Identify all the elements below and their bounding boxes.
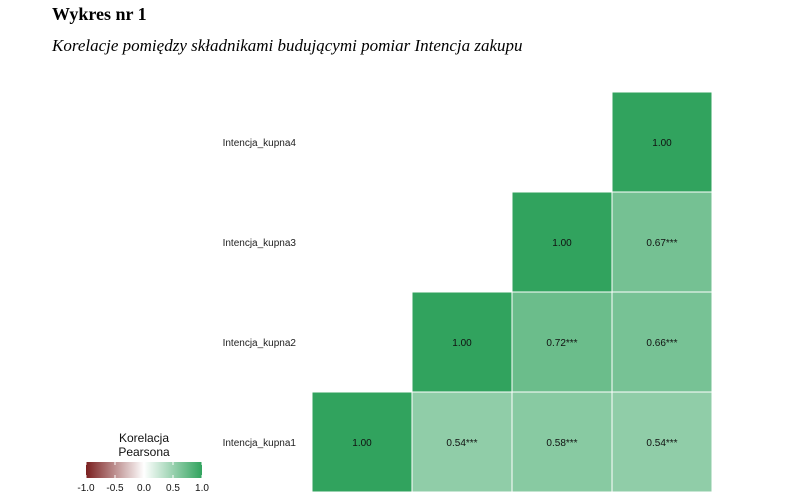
cell-value-label: 1.00 xyxy=(352,438,372,449)
heatmap-cell xyxy=(511,391,613,493)
cell-value-label: 1.00 xyxy=(552,238,572,249)
legend-tick-label: 0.0 xyxy=(137,483,151,494)
cell-value-label: 0.72*** xyxy=(546,338,577,349)
heatmap-cell xyxy=(611,191,713,293)
heatmap-cell xyxy=(511,291,613,393)
legend-tick-label: 0.5 xyxy=(166,483,180,494)
legend-tick-label: -1.0 xyxy=(77,483,95,494)
cell-value-label: 0.54*** xyxy=(446,438,477,449)
heatmap-cell xyxy=(311,391,413,493)
cell-value-label: 0.66*** xyxy=(646,338,677,349)
chart-title: Wykres nr 1 xyxy=(52,4,147,24)
legend-title-line1: Korelacja xyxy=(119,431,169,445)
cell-value-label: 0.54*** xyxy=(646,438,677,449)
row-label-intencja-kupna1: Intencja_kupna1 xyxy=(223,438,297,449)
heatmap-cell xyxy=(611,391,713,493)
heatmap-cell xyxy=(611,291,713,393)
row-label-intencja-kupna3: Intencja_kupna3 xyxy=(223,238,297,249)
cell-value-label: 1.00 xyxy=(652,138,672,149)
legend-tick-label: -0.5 xyxy=(106,483,124,494)
legend-title-line2: Pearsona xyxy=(118,445,170,459)
cell-value-label: 0.67*** xyxy=(646,238,677,249)
legend-color-bar xyxy=(86,462,202,478)
legend-tick-label: 1.0 xyxy=(195,483,209,494)
heatmap-cell xyxy=(411,291,513,393)
row-label-intencja-kupna2: Intencja_kupna2 xyxy=(223,338,297,349)
chart-subtitle: Korelacje pomiędzy składnikami budującym… xyxy=(52,36,523,55)
cell-value-label: 0.58*** xyxy=(546,438,577,449)
row-label-intencja-kupna4: Intencja_kupna4 xyxy=(223,138,297,149)
cell-value-label: 1.00 xyxy=(452,338,472,349)
heatmap-cell xyxy=(411,391,513,493)
heatmap-cell xyxy=(611,91,713,193)
